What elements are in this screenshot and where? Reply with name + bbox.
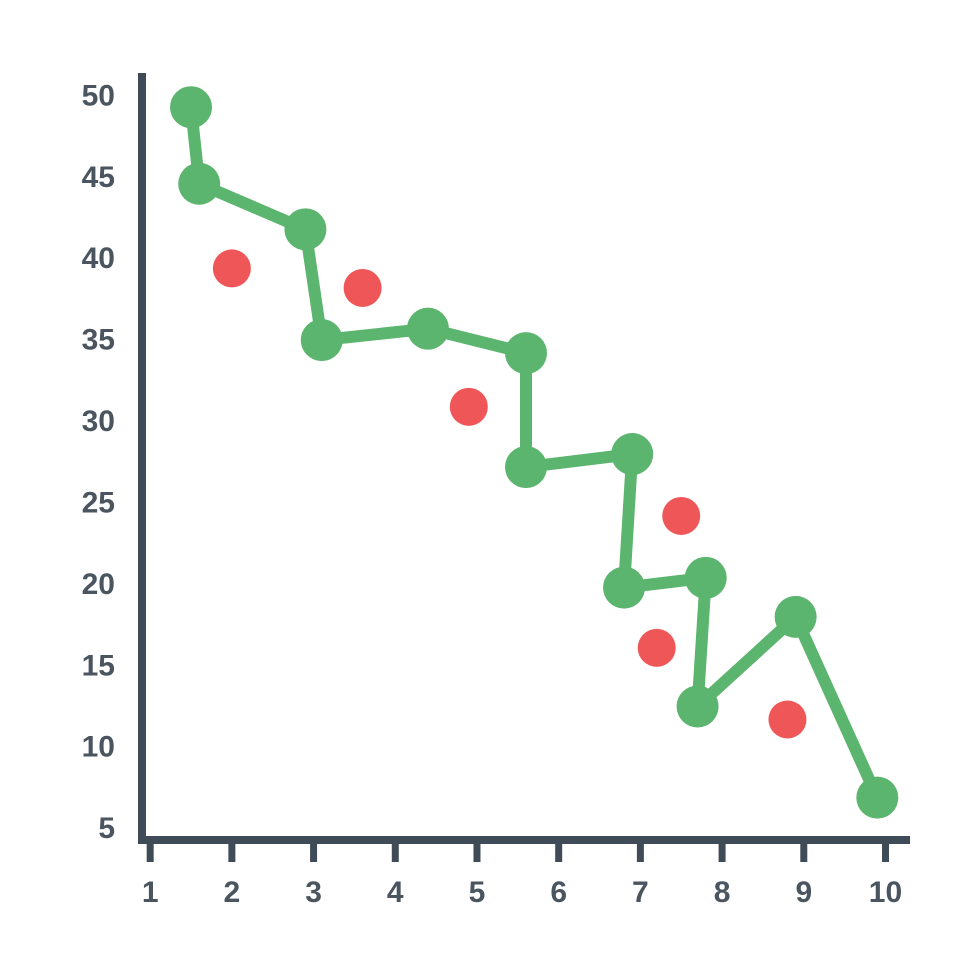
line-point bbox=[684, 556, 727, 599]
line-point bbox=[603, 566, 646, 609]
scatter-point bbox=[343, 268, 382, 307]
y-tick-label: 45 bbox=[82, 161, 115, 194]
line-point bbox=[774, 595, 817, 638]
x-tick-label: 7 bbox=[632, 876, 649, 909]
line-point bbox=[170, 86, 213, 129]
y-tick-label: 20 bbox=[82, 568, 115, 601]
x-tick-label: 2 bbox=[224, 876, 241, 909]
scatter-point bbox=[212, 249, 251, 288]
x-tick-label: 1 bbox=[142, 876, 159, 909]
scatter-point bbox=[449, 387, 488, 426]
y-tick-label: 30 bbox=[82, 405, 115, 438]
line-point bbox=[178, 162, 221, 205]
line-point bbox=[505, 446, 547, 489]
y-tick-label: 50 bbox=[82, 79, 115, 112]
x-tick-label: 3 bbox=[305, 876, 322, 909]
y-tick-label: 5 bbox=[98, 812, 115, 845]
x-tick-label: 8 bbox=[714, 876, 731, 909]
line-point bbox=[611, 433, 654, 476]
y-tick-label: 35 bbox=[82, 324, 115, 357]
x-tick-label: 5 bbox=[469, 876, 486, 909]
line-point bbox=[856, 776, 899, 819]
x-tick-label: 9 bbox=[795, 876, 812, 909]
line-point bbox=[284, 208, 327, 251]
scatter-point bbox=[662, 496, 701, 535]
y-tick-label: 40 bbox=[82, 242, 115, 275]
scatter-point bbox=[768, 700, 807, 739]
x-tick-label: 10 bbox=[869, 876, 902, 909]
x-tick-label: 6 bbox=[550, 876, 567, 909]
scatter-point bbox=[637, 628, 676, 667]
line-point bbox=[676, 685, 719, 728]
line-point bbox=[505, 332, 547, 375]
x-tick-label: 4 bbox=[387, 876, 404, 909]
y-tick-label: 10 bbox=[82, 731, 115, 764]
y-tick-label: 15 bbox=[82, 649, 115, 682]
line-point bbox=[300, 319, 343, 362]
line-point bbox=[406, 307, 449, 350]
y-tick-label: 25 bbox=[82, 486, 115, 519]
